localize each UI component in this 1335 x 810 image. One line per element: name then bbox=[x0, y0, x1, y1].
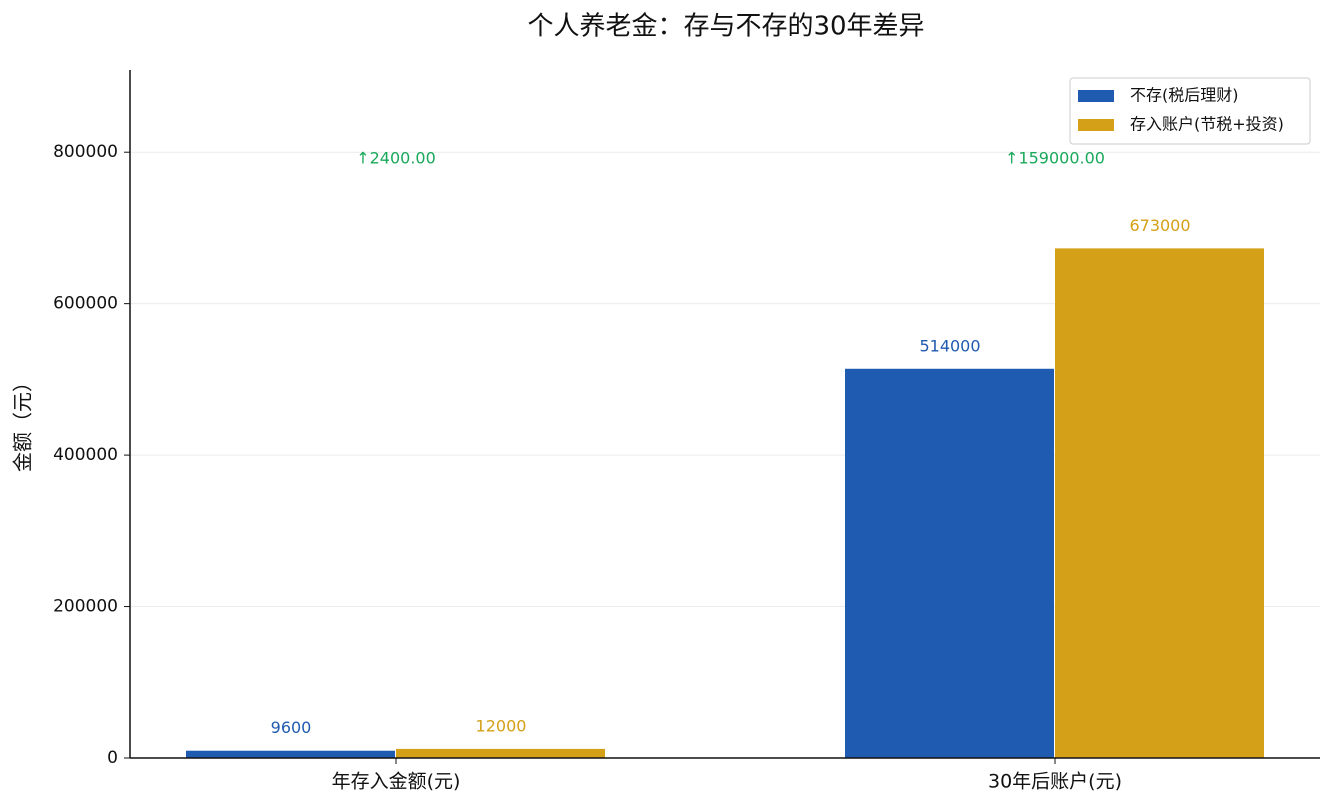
value-label: 514000 bbox=[919, 336, 980, 355]
annotation: ↑159000.00 bbox=[1005, 149, 1105, 168]
y-tick-label: 600000 bbox=[53, 294, 118, 314]
y-tick-label: 0 bbox=[107, 748, 118, 768]
legend-swatch bbox=[1078, 90, 1114, 102]
x-tick-label: 30年后账户(元) bbox=[988, 771, 1122, 793]
chart-title: 个人养老金：存与不存的30年差异 bbox=[527, 12, 924, 42]
legend-swatch bbox=[1078, 119, 1114, 131]
bar bbox=[186, 750, 395, 758]
legend-label: 不存(税后理财) bbox=[1130, 86, 1239, 105]
annotation: ↑2400.00 bbox=[356, 149, 436, 168]
value-label: 12000 bbox=[476, 716, 527, 735]
legend-label: 存入账户(节税+投资) bbox=[1130, 115, 1284, 134]
legend-box bbox=[1069, 77, 1311, 145]
y-axis-label: 金额（元） bbox=[11, 372, 35, 472]
y-tick-label: 400000 bbox=[53, 445, 118, 465]
bar bbox=[396, 748, 605, 758]
value-label: 673000 bbox=[1129, 216, 1190, 235]
bar bbox=[1055, 248, 1264, 759]
x-tick-label: 年存入金额(元) bbox=[332, 771, 461, 793]
value-label: 9600 bbox=[271, 718, 312, 737]
bar bbox=[845, 368, 1054, 758]
y-tick-label: 800000 bbox=[53, 142, 118, 162]
y-tick-label: 200000 bbox=[53, 597, 118, 617]
